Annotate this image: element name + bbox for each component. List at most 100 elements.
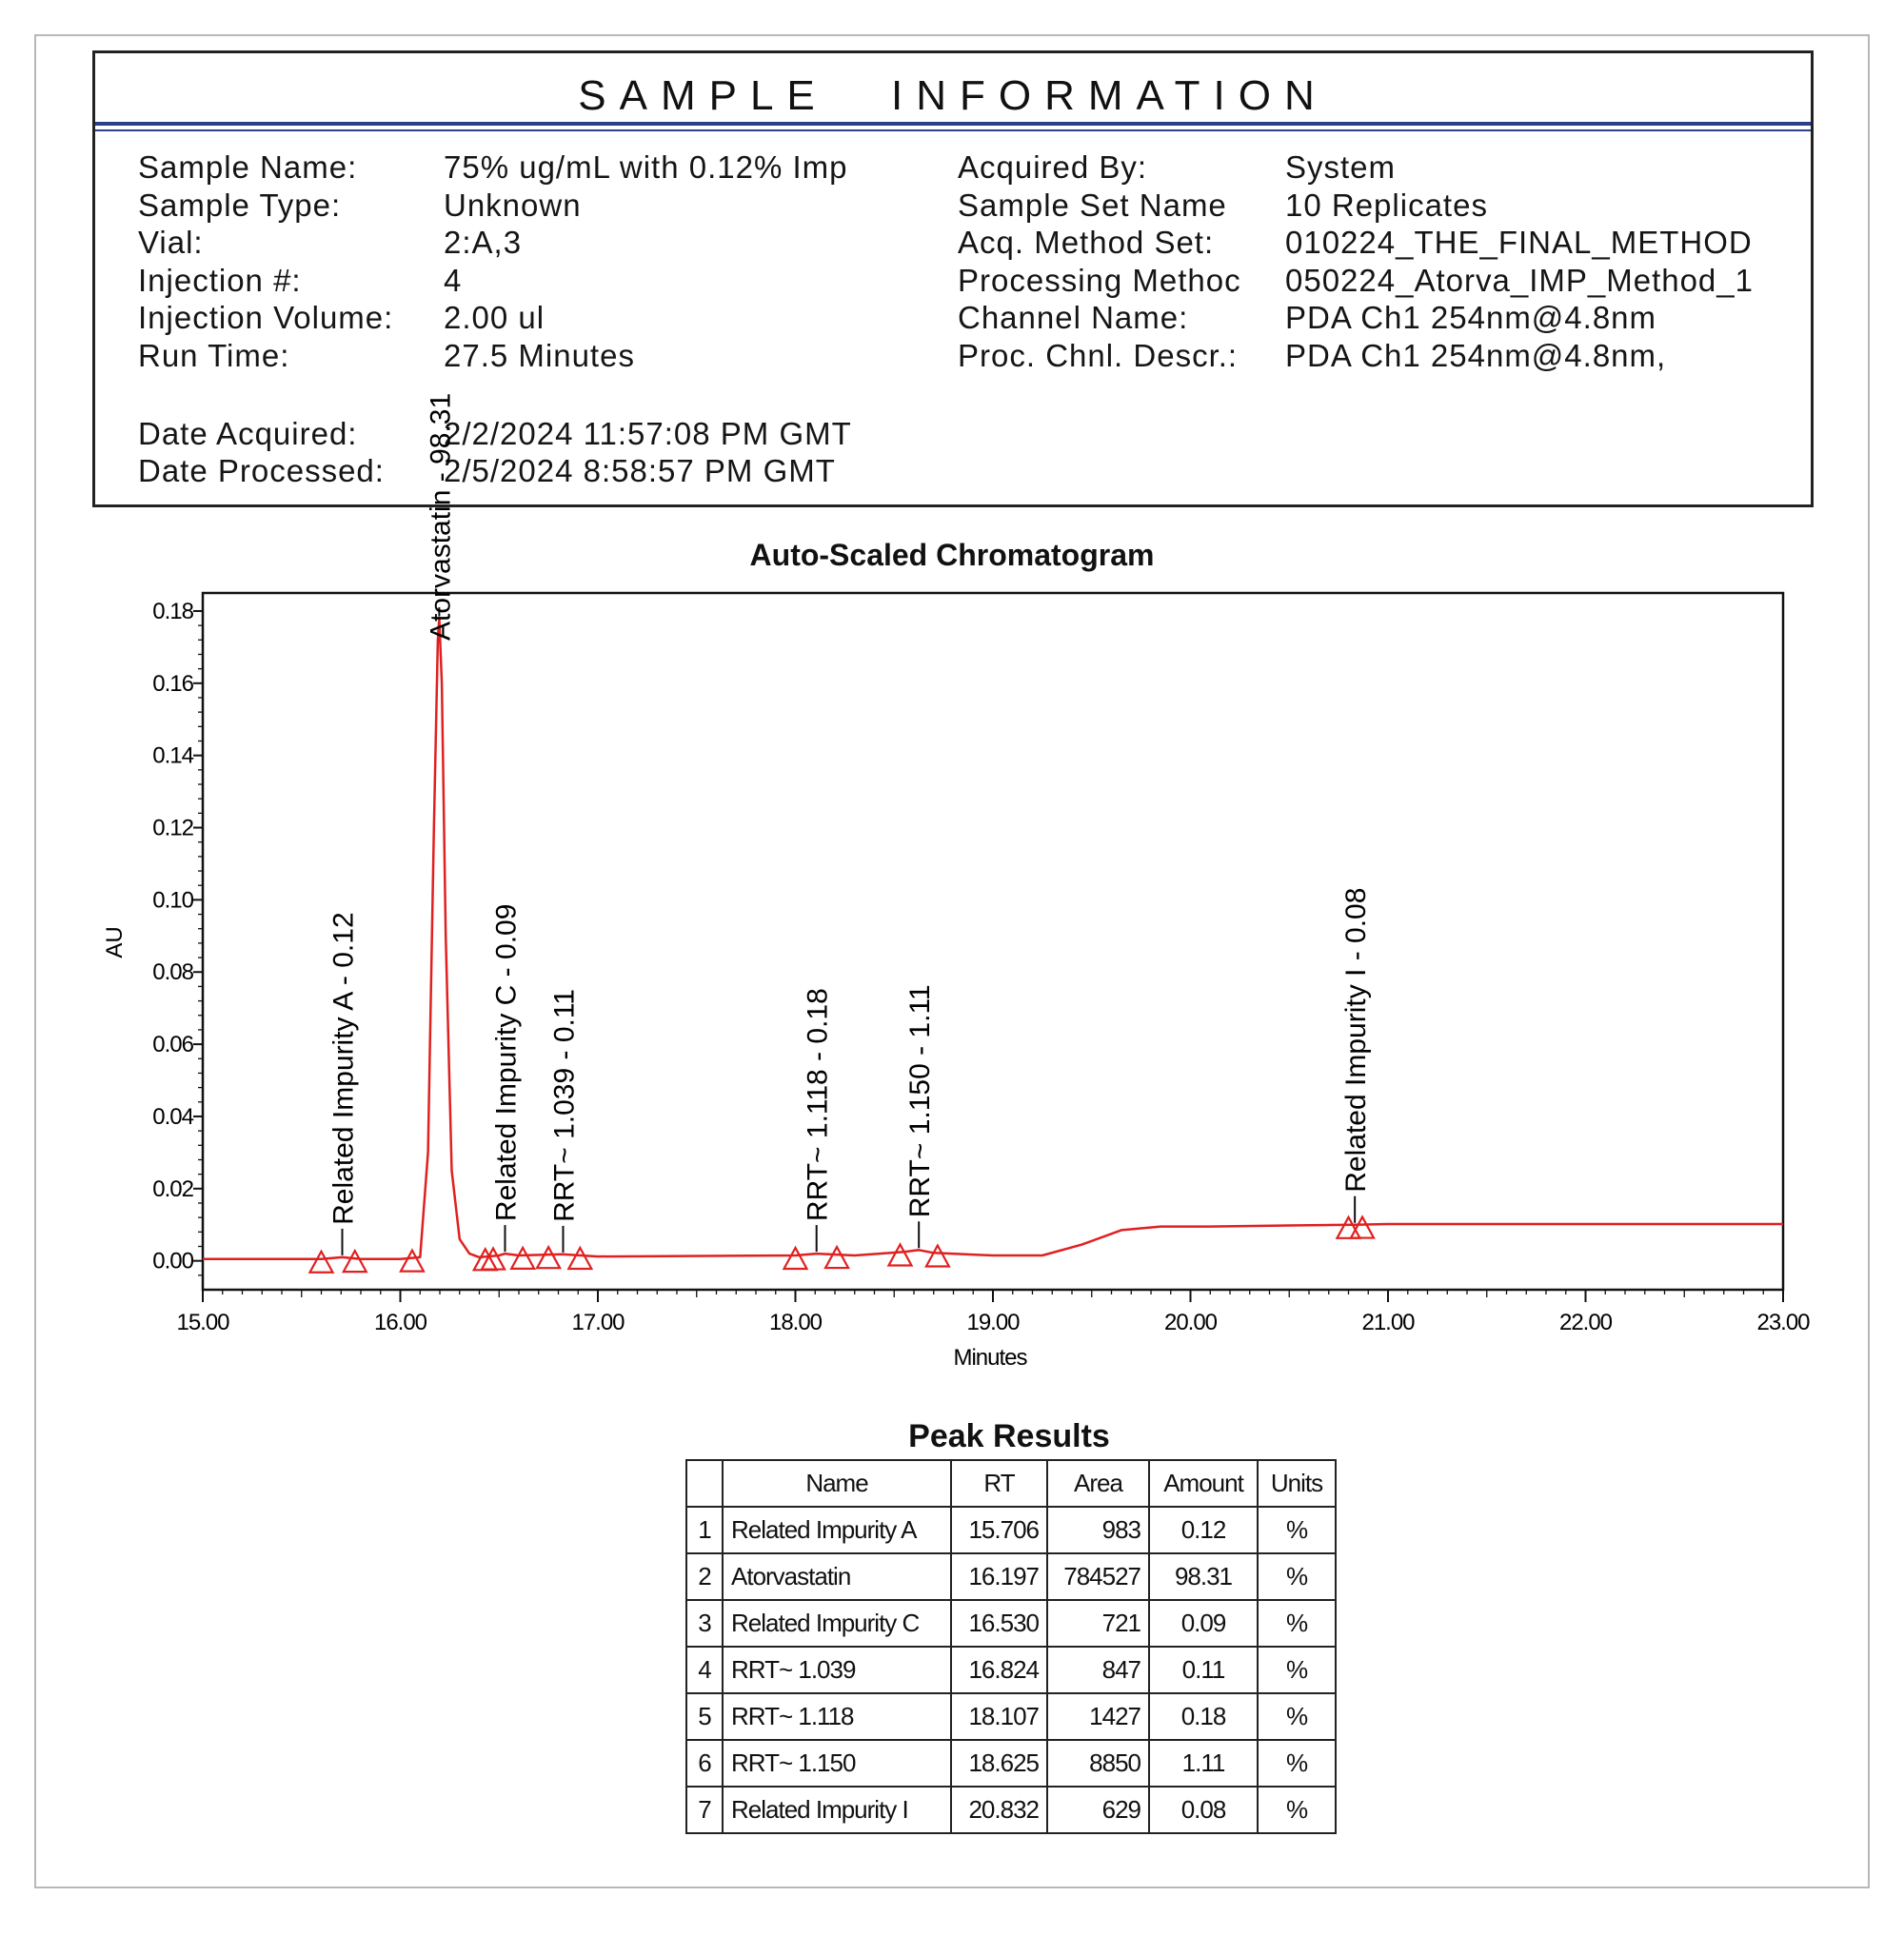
table-header-row: Name RT Area Amount Units <box>685 1459 1337 1508</box>
row-index: 6 <box>685 1739 724 1788</box>
peak-label: Related Impurity C - 0.09 <box>490 904 522 1221</box>
table-row: 3 Related Impurity C 16.530 721 0.09% <box>685 1599 1337 1648</box>
x-tick-label: 17.00 <box>571 1310 625 1335</box>
y-tick-label: 0.06 <box>152 1032 193 1057</box>
injection-number-value: 4 <box>444 263 463 298</box>
proc-channel-descr-label: Proc. Chnl. Descr.: <box>958 338 1239 373</box>
x-tick-label: 19.00 <box>966 1310 1020 1335</box>
row-index: 5 <box>685 1692 724 1741</box>
title-divider-secondary <box>95 129 1811 131</box>
retention-time: 16.530 <box>950 1599 1048 1648</box>
y-tick-label: 0.10 <box>152 887 193 913</box>
x-tick-label: 22.00 <box>1559 1310 1613 1335</box>
peak-units: % <box>1257 1552 1337 1601</box>
proc-channel-descr-value: PDA Ch1 254nm@4.8nm, <box>1285 338 1667 373</box>
injection-volume-value: 2.00 ul <box>444 300 545 335</box>
peak-units: % <box>1257 1786 1337 1834</box>
peak-name: Related Impurity I <box>722 1786 952 1834</box>
y-tick-label: 0.08 <box>152 959 193 985</box>
baseline-marker <box>509 1245 537 1270</box>
peak-label: Related Impurity I - 0.08 <box>1340 888 1372 1193</box>
injection-number-label: Injection #: <box>138 263 302 298</box>
table-row: 6 RRT~ 1.150 18.625 8850 1.11% <box>685 1739 1337 1788</box>
x-tick-label: 23.00 <box>1756 1310 1810 1335</box>
x-tick-label: 18.00 <box>769 1310 823 1335</box>
baseline-marker <box>823 1244 850 1270</box>
sample-name-value: 75% ug/mL with 0.12% Imp <box>444 149 848 185</box>
processing-method-value: 050224_Atorva_IMP_Method_1 <box>1285 263 1754 298</box>
row-index: 3 <box>685 1599 724 1648</box>
peak-name: Atorvastatin <box>722 1552 952 1601</box>
baseline-marker <box>307 1249 335 1274</box>
vial-label: Vial: <box>138 225 204 260</box>
peak-name: Related Impurity C <box>722 1599 952 1648</box>
column-header-name: Name <box>722 1459 952 1508</box>
table-row: 1 Related Impurity A 15.706 983 0.12% <box>685 1506 1337 1554</box>
date-acquired-label: Date Acquired: <box>138 416 358 451</box>
sample-type-label: Sample Type: <box>138 188 342 223</box>
row-index: 4 <box>685 1646 724 1694</box>
channel-name-value: PDA Ch1 254nm@4.8nm <box>1285 300 1657 335</box>
peak-area: 8850 <box>1046 1739 1150 1788</box>
sample-information-panel: SAMPLE INFORMATION Sample Name: 75% ug/m… <box>92 50 1814 507</box>
chart-trace-layer <box>203 617 1783 1274</box>
date-processed-value: 2/5/2024 8:58:57 PM GMT <box>444 453 836 488</box>
retention-time: 15.706 <box>950 1506 1048 1554</box>
row-index: 2 <box>685 1552 724 1601</box>
row-index: 7 <box>685 1786 724 1834</box>
baseline-marker <box>782 1245 809 1271</box>
peak-area: 784527 <box>1046 1552 1150 1601</box>
baseline-marker <box>1349 1215 1376 1239</box>
vial-value: 2:A,3 <box>444 225 523 260</box>
y-axis-label: AU <box>102 926 128 958</box>
column-header-units: Units <box>1257 1459 1337 1508</box>
baseline-marker <box>399 1248 426 1273</box>
peak-area: 629 <box>1046 1786 1150 1834</box>
peak-amount: 1.11 <box>1148 1739 1259 1788</box>
table-row: 7 Related Impurity I 20.832 629 0.08% <box>685 1786 1337 1834</box>
retention-time: 18.625 <box>950 1739 1048 1788</box>
peak-label: Related Impurity A - 0.12 <box>327 912 359 1225</box>
peak-label-layer: Related Impurity A - 0.12 Atorvastatin - … <box>327 393 1372 1255</box>
peak-units: % <box>1257 1692 1337 1741</box>
baseline-marker <box>886 1242 914 1267</box>
processing-method-label: Processing Methoc <box>958 263 1241 298</box>
peak-name: RRT~ 1.150 <box>722 1739 952 1788</box>
peak-area: 983 <box>1046 1506 1150 1554</box>
acquired-by-label: Acquired By: <box>958 149 1148 185</box>
plot-frame <box>201 591 1785 1292</box>
page-frame <box>34 34 1870 1888</box>
y-tick-label: 0.12 <box>152 816 193 841</box>
baseline-marker <box>566 1245 594 1271</box>
peak-units: % <box>1257 1506 1337 1554</box>
x-tick-label: 20.00 <box>1164 1310 1218 1335</box>
column-header-area: Area <box>1046 1459 1150 1508</box>
sample-set-name-label: Sample Set Name <box>958 188 1227 223</box>
title-divider <box>95 122 1811 126</box>
sample-information-title: SAMPLE INFORMATION <box>578 72 1328 119</box>
table-row: 4 RRT~ 1.039 16.824 847 0.11% <box>685 1646 1337 1694</box>
peak-units: % <box>1257 1739 1337 1788</box>
peak-amount: 0.08 <box>1148 1786 1259 1834</box>
peak-area: 1427 <box>1046 1692 1150 1741</box>
baseline-marker <box>471 1246 499 1272</box>
peak-units: % <box>1257 1646 1337 1694</box>
peak-name: Related Impurity A <box>722 1506 952 1554</box>
run-time-label: Run Time: <box>138 338 290 373</box>
x-axis-label: Minutes <box>953 1345 1027 1371</box>
y-tick-label: 0.00 <box>152 1249 193 1274</box>
baseline-marker <box>924 1243 951 1268</box>
chromatogram-trace <box>203 617 1783 1261</box>
y-tick-label: 0.18 <box>152 599 193 624</box>
baseline-marker <box>341 1248 368 1274</box>
baseline-marker <box>1335 1215 1362 1239</box>
peak-amount: 0.18 <box>1148 1692 1259 1741</box>
y-tick-label: 0.02 <box>152 1176 193 1202</box>
peak-name: RRT~ 1.039 <box>722 1646 952 1694</box>
peak-results-body: 1 Related Impurity A 15.706 983 0.12% 2 Atorva… <box>685 1506 1337 1834</box>
table-row: 2 Atorvastatin 16.197 784527 98.31% <box>685 1552 1337 1601</box>
peak-units: % <box>1257 1599 1337 1648</box>
peak-label: Atorvastatin - 98.31 <box>425 393 456 641</box>
x-tick-label: 21.00 <box>1361 1310 1415 1335</box>
peak-results-table: Name RT Area Amount Units 1 Related Impur… <box>685 1459 1337 1834</box>
